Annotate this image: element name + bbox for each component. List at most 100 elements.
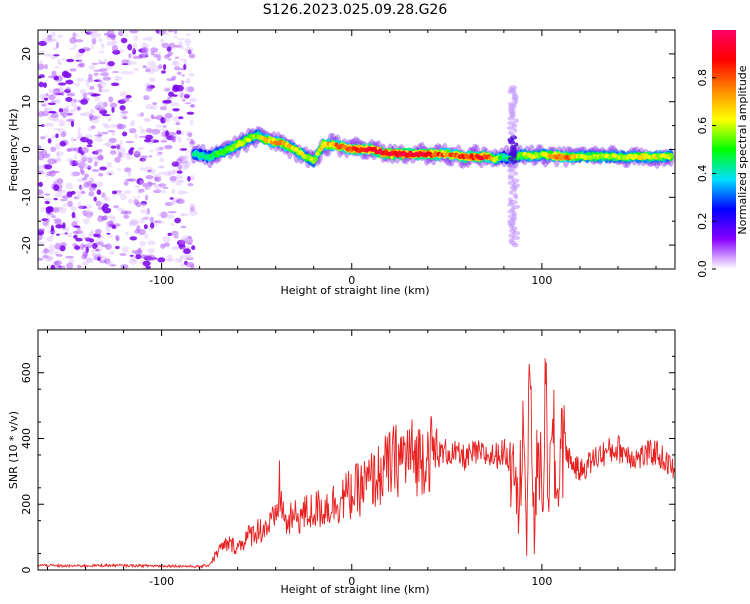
noise-blob	[94, 30, 99, 33]
noise-blob	[112, 71, 120, 73]
noise-blob	[157, 172, 167, 175]
noise-blob	[155, 124, 163, 128]
noise-blob	[114, 75, 123, 81]
noise-blob	[152, 102, 158, 106]
noise-blob	[130, 220, 139, 226]
noise-blob	[96, 241, 104, 246]
noise-blob	[111, 225, 117, 230]
noise-blob	[40, 136, 46, 140]
noise-blob	[108, 173, 112, 176]
noise-blob	[38, 164, 41, 171]
noise-blob	[174, 30, 178, 35]
noise-blob	[135, 249, 143, 254]
noise-blob	[149, 216, 154, 222]
noise-blob	[133, 67, 140, 71]
noise-blob	[87, 77, 93, 83]
noise-blob	[63, 72, 72, 79]
noise-blob	[106, 232, 111, 235]
noise-blob	[97, 256, 101, 261]
noise-blob	[69, 162, 73, 166]
noise-blob	[188, 73, 195, 77]
snr-panel: -100 0 100 0 200 400 600 Height of straight li…	[7, 329, 676, 596]
noise-blob	[99, 166, 107, 171]
noise-blob	[178, 116, 184, 120]
noise-blob	[96, 234, 101, 239]
noise-blob	[122, 131, 128, 137]
noise-blob	[134, 133, 138, 140]
noise-blob	[173, 60, 177, 65]
noise-blob	[66, 158, 74, 162]
noise-blob	[125, 231, 129, 236]
noise-blob	[159, 157, 164, 163]
noise-blob	[150, 139, 160, 143]
noise-blob	[84, 209, 90, 216]
noise-blob	[104, 196, 111, 202]
ridge-point	[229, 146, 235, 152]
noise-blob	[56, 151, 60, 158]
noise-blob	[123, 214, 130, 219]
noise-blob	[160, 211, 168, 219]
noise-blob	[49, 169, 56, 177]
noise-blob	[77, 265, 82, 269]
noise-blob	[52, 207, 60, 213]
noise-blob	[127, 170, 132, 177]
noise-blob	[105, 170, 115, 176]
noise-blob	[129, 254, 134, 257]
noise-blob	[123, 210, 132, 215]
noise-blob	[123, 190, 132, 195]
spike-blob	[509, 113, 516, 119]
colorbar-tick-label: 0.2	[696, 212, 709, 230]
noise-blob	[93, 72, 99, 76]
noise-blob	[93, 79, 102, 82]
noise-blob	[150, 222, 155, 229]
figure-title: S126.2023.025.09.28.G26	[263, 2, 448, 18]
noise-blob	[147, 240, 156, 246]
noise-blob	[42, 249, 50, 253]
noise-blob	[176, 170, 183, 174]
noise-blob	[128, 70, 134, 75]
frequency-ridge	[190, 85, 675, 248]
noise-blob	[58, 189, 68, 194]
noise-blob	[56, 233, 60, 236]
noise-blob	[97, 235, 105, 239]
noise-blob	[172, 108, 180, 112]
noise-blob	[73, 44, 77, 48]
noise-blob	[136, 178, 144, 185]
noise-blob	[39, 164, 45, 170]
spike-blob	[508, 223, 515, 229]
noise-blob	[81, 191, 86, 194]
noise-blob	[182, 158, 188, 161]
noise-blob	[142, 65, 147, 69]
noise-blob	[110, 264, 117, 267]
noise-blob	[156, 54, 161, 61]
noise-blob	[60, 58, 67, 61]
noise-blob	[188, 143, 197, 149]
y-tick-label: 0	[20, 146, 33, 153]
noise-blob	[116, 168, 121, 171]
y-tick-label: 200	[20, 494, 33, 515]
noise-blob	[65, 105, 70, 110]
noise-blob	[166, 258, 175, 262]
noise-blob	[186, 77, 191, 84]
noise-blob	[163, 171, 172, 177]
spike-blob	[506, 168, 515, 174]
noise-blob	[38, 181, 43, 187]
noise-blob	[120, 193, 127, 201]
noise-blob	[54, 220, 62, 225]
noise-blob	[175, 84, 184, 92]
noise-blob	[94, 246, 103, 253]
noise-blob	[91, 125, 96, 129]
noise-blob	[168, 91, 175, 97]
spike-blob	[509, 85, 517, 90]
noise-blob	[58, 62, 63, 66]
noise-blob	[161, 42, 169, 48]
noise-blob	[81, 177, 88, 181]
noise-blob	[87, 157, 93, 164]
noise-blob	[101, 131, 109, 135]
noise-blob	[120, 111, 129, 114]
noise-blob	[91, 249, 96, 256]
noise-blob	[130, 147, 135, 151]
noise-blob	[164, 202, 173, 206]
noise-blob	[44, 107, 53, 112]
noise-blob	[188, 53, 196, 59]
